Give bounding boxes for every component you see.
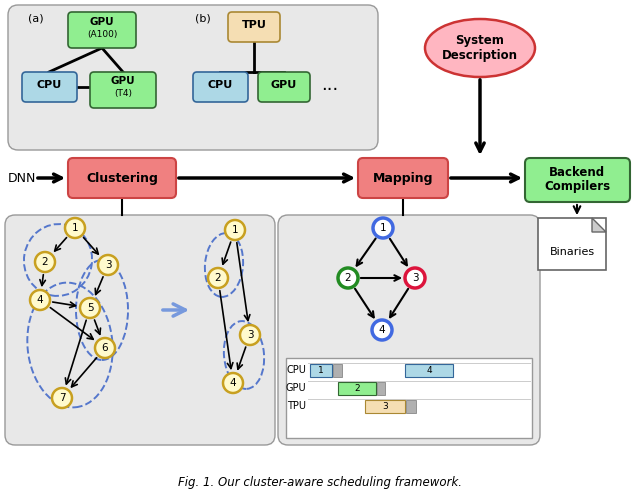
Text: Compilers: Compilers <box>544 179 610 193</box>
FancyBboxPatch shape <box>258 72 310 102</box>
Text: 5: 5 <box>86 303 93 313</box>
Circle shape <box>95 338 115 358</box>
FancyBboxPatch shape <box>405 364 453 376</box>
Text: 1: 1 <box>380 223 387 233</box>
Text: GPU: GPU <box>90 17 115 27</box>
Circle shape <box>240 325 260 345</box>
Text: 2: 2 <box>354 383 360 392</box>
Circle shape <box>225 220 245 240</box>
FancyBboxPatch shape <box>193 72 248 102</box>
FancyBboxPatch shape <box>525 158 630 202</box>
Text: 3: 3 <box>105 260 111 270</box>
Ellipse shape <box>425 19 535 77</box>
FancyBboxPatch shape <box>377 381 385 394</box>
Text: Backend: Backend <box>549 165 605 178</box>
Text: 1: 1 <box>72 223 78 233</box>
Text: TPU: TPU <box>241 20 266 30</box>
FancyBboxPatch shape <box>68 158 176 198</box>
Text: 4: 4 <box>426 366 432 374</box>
Text: 1: 1 <box>318 366 324 374</box>
Circle shape <box>65 218 85 238</box>
Text: 4: 4 <box>36 295 44 305</box>
Text: Binaries: Binaries <box>549 247 595 257</box>
Text: 2: 2 <box>214 273 221 283</box>
Text: TPU: TPU <box>287 401 306 411</box>
Circle shape <box>98 255 118 275</box>
FancyBboxPatch shape <box>538 218 606 270</box>
FancyBboxPatch shape <box>365 399 405 412</box>
Circle shape <box>372 320 392 340</box>
Circle shape <box>35 252 55 272</box>
Text: Fig. 1. Our cluster-aware scheduling framework.: Fig. 1. Our cluster-aware scheduling fra… <box>178 476 462 489</box>
Text: 4: 4 <box>379 325 385 335</box>
Text: 6: 6 <box>102 343 108 353</box>
Text: Description: Description <box>442 48 518 61</box>
Text: CPU: CPU <box>286 365 306 375</box>
FancyBboxPatch shape <box>406 399 416 412</box>
Text: DNN: DNN <box>8 171 36 184</box>
Text: (a): (a) <box>28 13 44 23</box>
Circle shape <box>373 218 393 238</box>
Text: System: System <box>456 33 504 46</box>
FancyBboxPatch shape <box>90 72 156 108</box>
Circle shape <box>338 268 358 288</box>
Text: GPU: GPU <box>271 80 297 90</box>
FancyBboxPatch shape <box>8 5 378 150</box>
FancyBboxPatch shape <box>358 158 448 198</box>
FancyBboxPatch shape <box>5 215 275 445</box>
Text: 2: 2 <box>345 273 351 283</box>
Text: 3: 3 <box>246 330 253 340</box>
Text: CPU: CPU <box>36 80 61 90</box>
Circle shape <box>208 268 228 288</box>
Circle shape <box>80 298 100 318</box>
FancyBboxPatch shape <box>68 12 136 48</box>
Text: 7: 7 <box>59 393 65 403</box>
Text: GPU: GPU <box>285 383 306 393</box>
Text: (T4): (T4) <box>114 89 132 98</box>
Circle shape <box>52 388 72 408</box>
Text: 1: 1 <box>232 225 238 235</box>
Text: Clustering: Clustering <box>86 171 158 184</box>
Text: CPU: CPU <box>207 80 232 90</box>
FancyBboxPatch shape <box>333 364 342 376</box>
Polygon shape <box>592 218 606 232</box>
Text: 4: 4 <box>230 378 236 388</box>
Text: Mapping: Mapping <box>372 171 433 184</box>
FancyBboxPatch shape <box>310 364 332 376</box>
FancyBboxPatch shape <box>228 12 280 42</box>
Text: (A100): (A100) <box>87 29 117 38</box>
FancyBboxPatch shape <box>278 215 540 445</box>
Text: 3: 3 <box>412 273 419 283</box>
FancyBboxPatch shape <box>286 358 532 438</box>
Text: ...: ... <box>321 76 339 94</box>
Text: (b): (b) <box>195 13 211 23</box>
FancyBboxPatch shape <box>338 381 376 394</box>
Circle shape <box>223 373 243 393</box>
Text: 2: 2 <box>42 257 48 267</box>
Circle shape <box>30 290 50 310</box>
Text: 3: 3 <box>382 401 388 410</box>
Circle shape <box>405 268 425 288</box>
Text: GPU: GPU <box>111 76 135 86</box>
FancyBboxPatch shape <box>22 72 77 102</box>
